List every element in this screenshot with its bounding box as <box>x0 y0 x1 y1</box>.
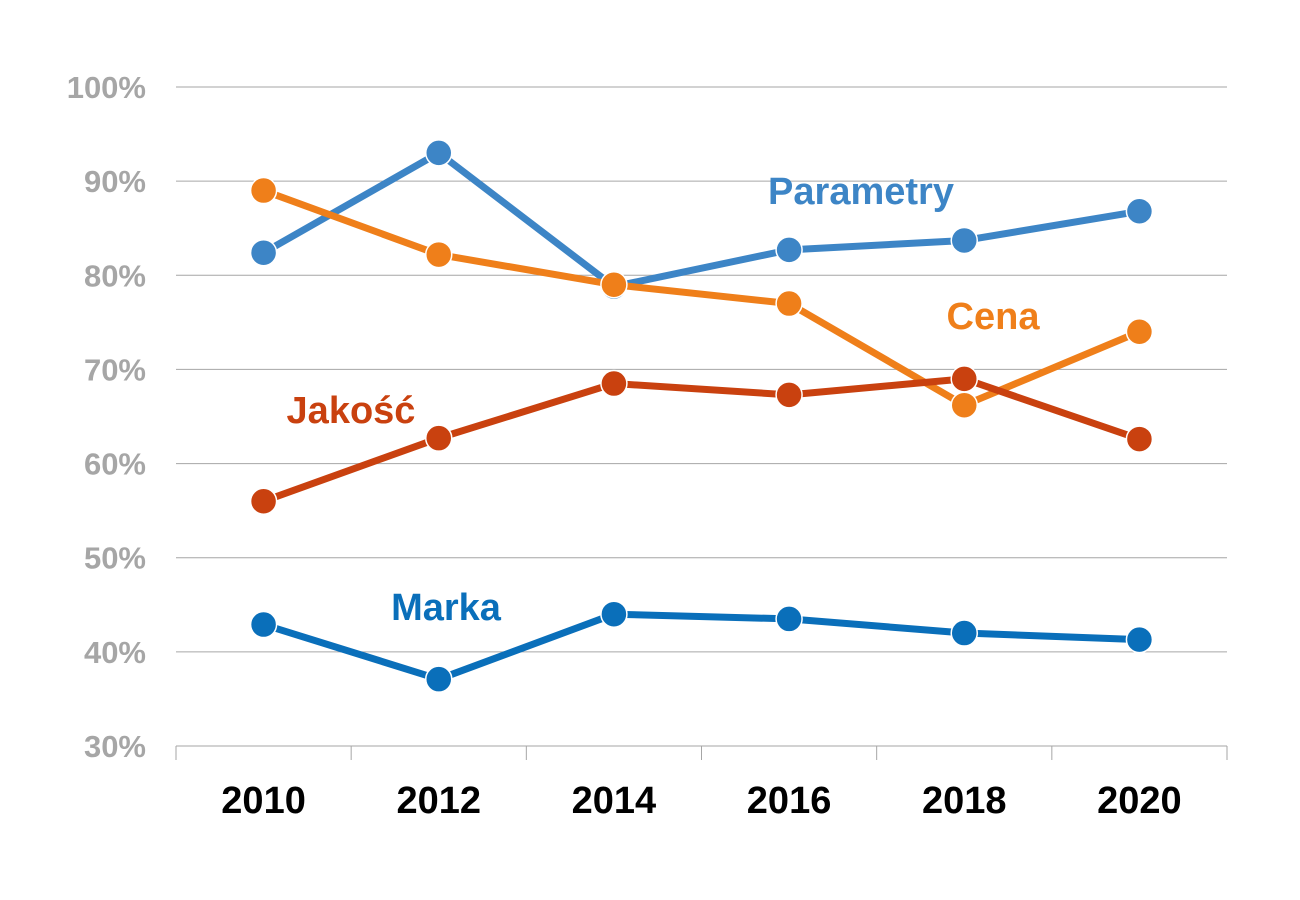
x-tick-label: 2016 <box>747 780 832 822</box>
series-label: Jakość <box>287 390 416 432</box>
x-tick-label: 2020 <box>1097 780 1182 822</box>
data-point <box>775 605 803 633</box>
data-point <box>425 424 453 452</box>
series-line <box>260 187 1143 409</box>
y-tick-label: 70% <box>84 352 146 387</box>
data-point <box>950 226 978 255</box>
x-axis-ticks: 2010 2012 2014 2016 2018 2020 <box>221 780 1181 822</box>
series-label: Cena <box>947 296 1041 338</box>
x-tick-label: 2012 <box>396 780 481 822</box>
data-point <box>249 238 278 267</box>
data-point <box>425 665 453 693</box>
y-tick-label: 90% <box>84 164 146 199</box>
x-tick-label: 2018 <box>922 780 1007 822</box>
data-point <box>1125 425 1154 453</box>
data-point <box>1125 625 1154 654</box>
data-point <box>950 619 978 647</box>
y-tick-label: 50% <box>84 541 146 576</box>
y-axis-ticks: 30% 40% 50% 60% 70% 80% 90% 100% <box>67 70 146 764</box>
data-point <box>600 270 628 299</box>
data-point <box>249 176 278 205</box>
x-tick-label: 2010 <box>221 780 306 822</box>
x-tick-label: 2014 <box>572 780 657 822</box>
data-point <box>775 381 803 409</box>
series-label: Marka <box>391 587 502 629</box>
series-lines <box>249 139 1154 693</box>
data-point <box>950 365 978 393</box>
y-tick-label: 40% <box>84 635 146 670</box>
y-tick-label: 60% <box>84 447 146 482</box>
data-point <box>1125 318 1154 346</box>
data-point <box>249 610 278 639</box>
series-cena <box>249 176 1154 419</box>
data-point <box>425 240 453 269</box>
y-tick-label: 30% <box>84 729 146 764</box>
grid-lines <box>176 86 1227 653</box>
data-point <box>249 487 278 515</box>
series-jakość <box>249 365 1154 515</box>
series-line <box>260 149 1143 291</box>
x-axis <box>175 745 1228 760</box>
y-tick-label: 80% <box>84 258 146 293</box>
series-line <box>260 375 1143 505</box>
data-point <box>950 391 978 419</box>
data-point <box>600 600 628 628</box>
series-labels: Parametry Cena Jakość Marka <box>287 171 1041 629</box>
y-tick-label: 100% <box>67 70 146 105</box>
data-point <box>775 236 803 264</box>
data-point <box>600 369 628 398</box>
data-point <box>775 289 803 318</box>
series-marka <box>249 600 1154 693</box>
data-point <box>1125 197 1154 226</box>
series-line <box>260 610 1143 683</box>
series-label: Parametry <box>768 171 954 213</box>
data-point <box>425 139 453 167</box>
